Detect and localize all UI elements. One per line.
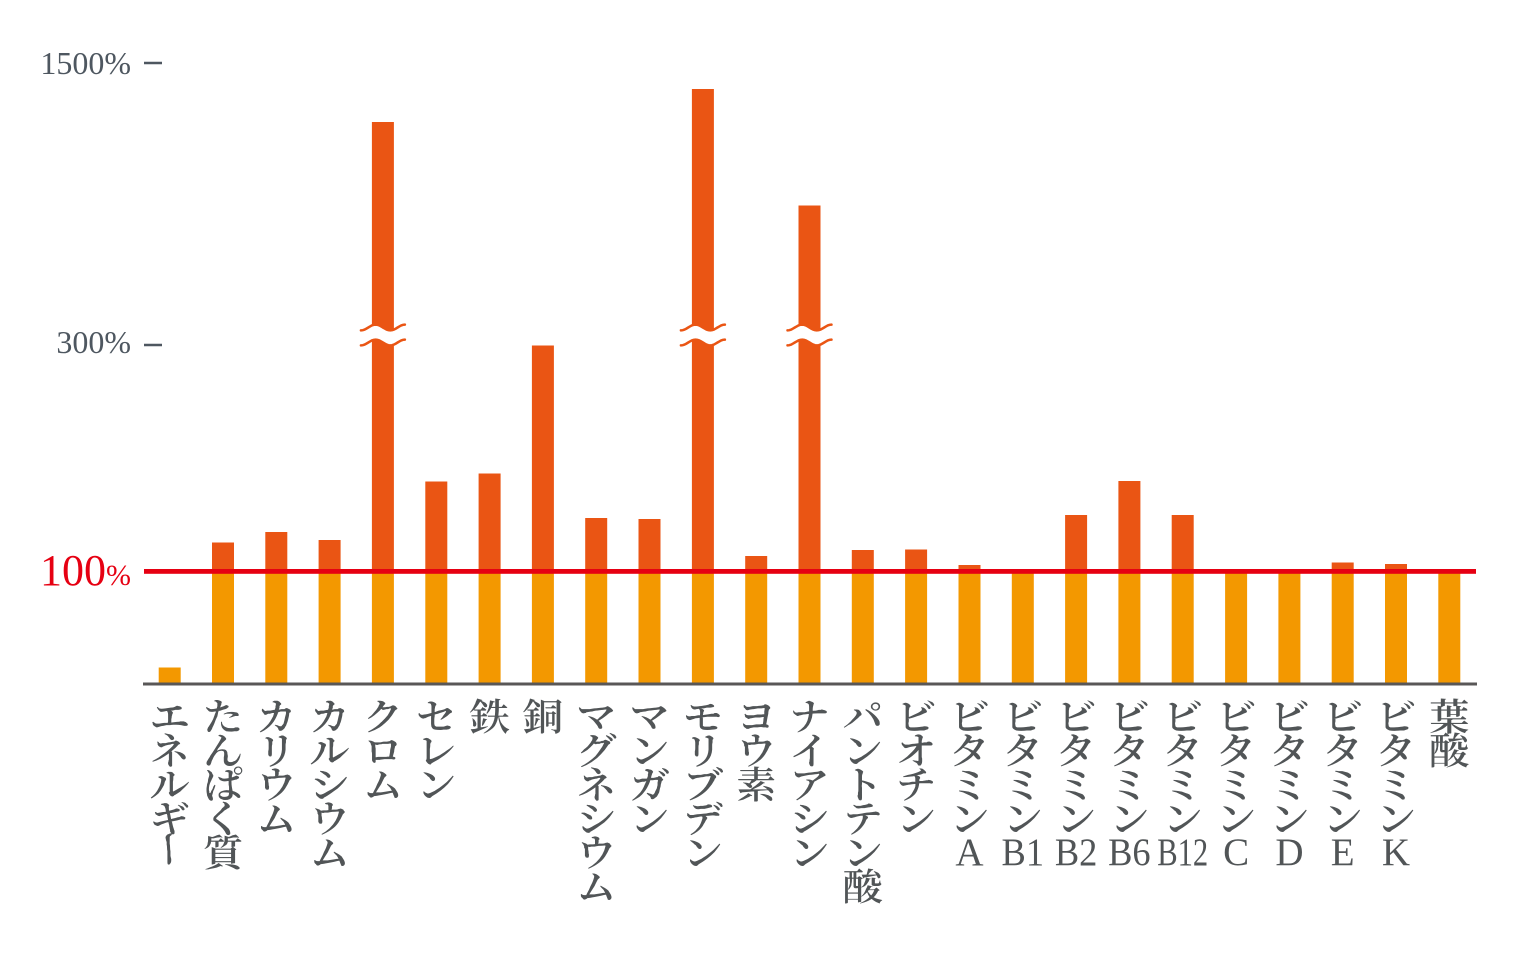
svg-text:D: D xyxy=(1275,831,1303,874)
svg-text:B6: B6 xyxy=(1108,831,1151,874)
svg-text:C: C xyxy=(1223,831,1249,874)
svg-text:B1: B1 xyxy=(1002,831,1045,874)
svg-text:A: A xyxy=(955,831,983,874)
svg-text:B2: B2 xyxy=(1055,831,1098,874)
svg-text:300%: 300% xyxy=(56,324,131,360)
svg-text:1500%: 1500% xyxy=(40,45,131,81)
svg-text:E: E xyxy=(1331,831,1355,874)
svg-text:B12: B12 xyxy=(1157,831,1208,874)
svg-text:100%: 100% xyxy=(40,546,131,595)
svg-text:K: K xyxy=(1382,831,1410,874)
